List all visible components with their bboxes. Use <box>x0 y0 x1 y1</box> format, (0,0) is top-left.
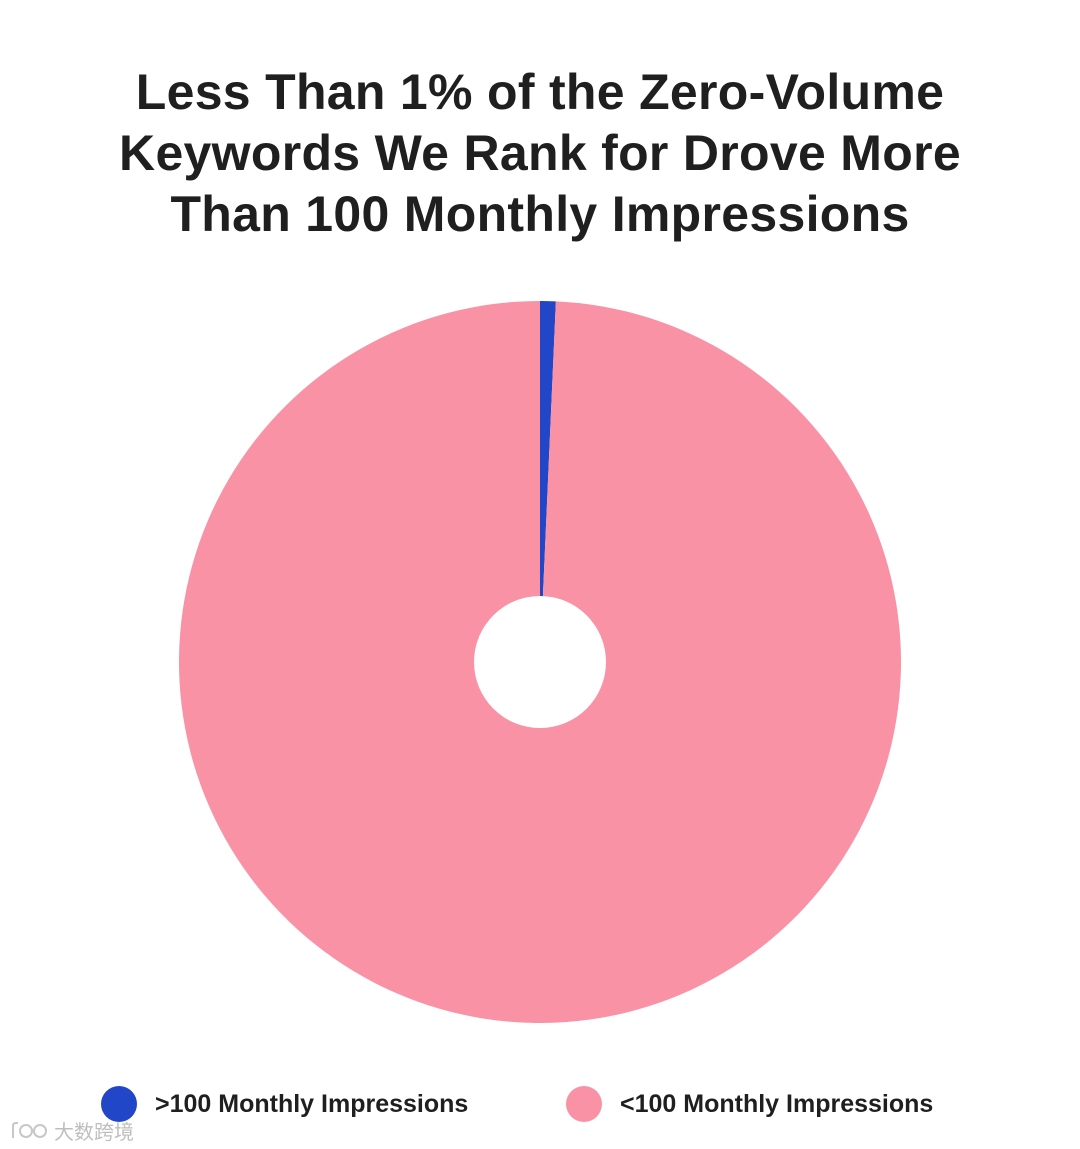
chart-title-line-2: Keywords We Rank for Drove More <box>119 125 961 181</box>
legend-label-over-100: >100 Monthly Impressions <box>155 1089 469 1118</box>
watermark-text: 大数跨境 <box>54 1120 134 1144</box>
chart-title-line-3: Than 100 Monthly Impressions <box>170 186 910 242</box>
legend-swatch-over-100 <box>101 1086 137 1122</box>
legend-label-under-100: <100 Monthly Impressions <box>620 1089 934 1118</box>
chart-title: Less Than 1% of the Zero-Volume Keywords… <box>40 62 1040 245</box>
legend-item-over-100: >100 Monthly Impressions <box>101 1086 468 1122</box>
legend-swatch-under-100 <box>566 1086 602 1122</box>
dashujk-logo-icon <box>12 1121 47 1138</box>
pie-center-hole <box>474 596 606 728</box>
watermark: 大数跨境 <box>10 1116 134 1145</box>
pie-slice-over-100 <box>540 301 556 662</box>
chart-title-line-1: Less Than 1% of the Zero-Volume <box>135 64 945 120</box>
legend-item-under-100: <100 Monthly Impressions <box>566 1086 933 1122</box>
